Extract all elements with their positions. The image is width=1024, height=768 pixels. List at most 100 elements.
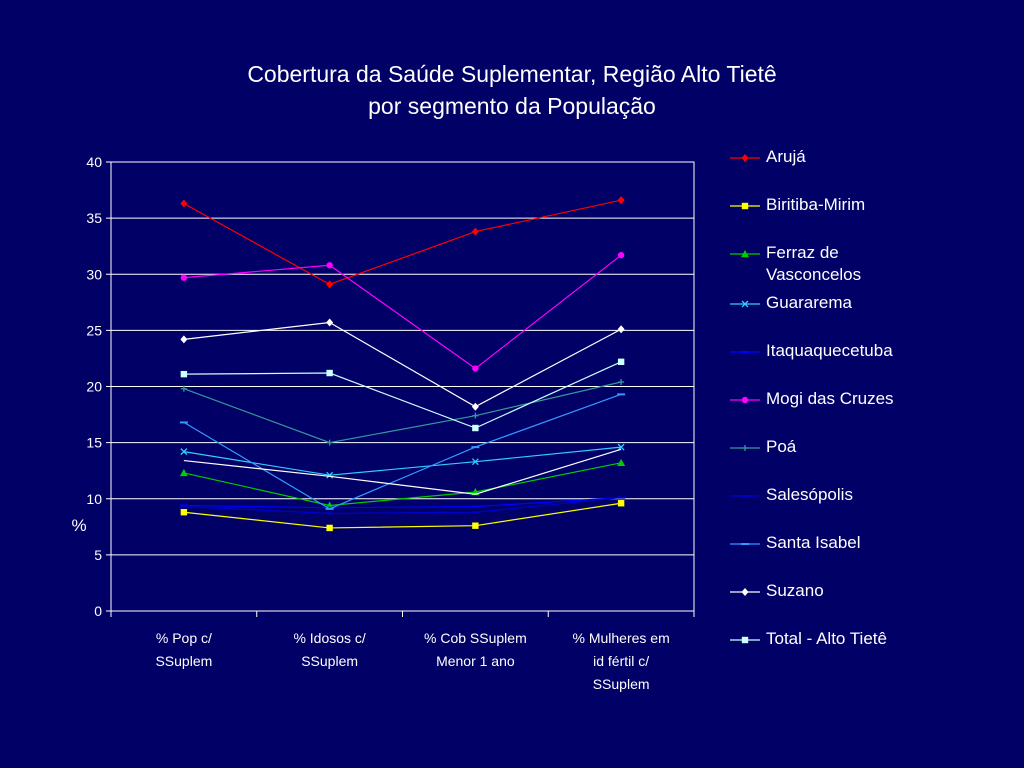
legend-label: Itaquaquecetuba <box>766 341 893 360</box>
x-tick-label: Menor 1 ano <box>436 653 515 669</box>
data-point <box>617 443 625 451</box>
legend-item: Santa Isabel <box>728 532 1018 556</box>
series-line <box>183 321 622 408</box>
data-point <box>617 358 625 366</box>
series-12 <box>183 448 622 495</box>
legend-swatch <box>730 543 760 545</box>
data-point <box>180 199 188 208</box>
y-tick-label: 0 <box>94 603 102 619</box>
series-1 <box>180 196 625 289</box>
series-line <box>183 446 622 476</box>
legend-label: Salesópolis <box>766 485 853 504</box>
legend-label: Suzano <box>766 581 824 600</box>
series-line <box>183 381 622 444</box>
data-point <box>471 227 479 236</box>
legend-label: Total - Alto Tietê <box>766 629 887 648</box>
data-point <box>180 335 188 344</box>
legend-swatch <box>730 154 760 162</box>
series-6 <box>180 251 625 372</box>
legend-swatch <box>730 300 760 308</box>
series-line <box>183 462 622 507</box>
legend-swatch <box>730 202 760 210</box>
legend-marker <box>741 300 749 308</box>
data-point <box>617 325 625 334</box>
series-7 <box>180 379 625 446</box>
data-point <box>180 385 187 392</box>
y-tick-label: 5 <box>94 547 102 563</box>
legend-item: Biritiba-Mirim <box>728 194 1018 218</box>
data-point <box>326 524 333 532</box>
legend-marker <box>741 636 749 644</box>
data-point <box>617 196 625 205</box>
series-line <box>183 497 622 514</box>
chart-title: Cobertura da Saúde Suplementar, Região A… <box>0 58 1024 122</box>
data-point <box>179 468 188 477</box>
legend-swatch <box>730 351 760 353</box>
series-4 <box>180 443 625 479</box>
legend-item: Itaquaquecetuba <box>728 340 1018 364</box>
y-tick-label: 10 <box>86 491 102 507</box>
series-line <box>183 361 622 429</box>
data-point <box>326 318 334 327</box>
legend-label: Santa Isabel <box>766 533 861 552</box>
legend-marker <box>742 445 748 451</box>
legend-label: Mogi das Cruzes <box>766 389 894 408</box>
data-point <box>472 424 479 432</box>
y-tick-label: 35 <box>86 210 102 226</box>
series-line <box>183 502 622 529</box>
data-point <box>180 370 188 378</box>
data-point <box>618 379 625 386</box>
data-point <box>472 365 479 372</box>
series-10 <box>180 318 625 411</box>
data-point <box>471 402 479 411</box>
series-line <box>183 254 622 370</box>
legend-label: Arujá <box>766 147 806 166</box>
y-tick-label: 25 <box>86 322 102 338</box>
data-point <box>326 369 333 377</box>
legend-label: Ferraz de Vasconcelos <box>766 243 862 284</box>
y-axis-label: % <box>71 516 86 535</box>
data-point <box>472 522 479 529</box>
legend-marker <box>741 250 749 258</box>
series-8 <box>179 496 626 515</box>
legend-label: Biritiba-Mirim <box>766 195 866 214</box>
data-point <box>180 448 188 456</box>
data-point <box>326 280 334 289</box>
data-point <box>180 274 188 281</box>
chart-title-line-1: Cobertura da Saúde Suplementar, Região A… <box>247 61 777 87</box>
legend-item: Guararema <box>728 292 1018 316</box>
series-11 <box>180 358 625 432</box>
legend-label: Guararema <box>766 293 852 312</box>
data-point <box>180 509 188 516</box>
legend-swatch <box>730 588 760 596</box>
x-tick-label: % Idosos c/ <box>293 630 365 646</box>
legend-item: Poá <box>728 436 1018 460</box>
x-tick-label: id fértil c/ <box>593 653 649 669</box>
legend-marker <box>741 202 749 210</box>
data-point <box>326 471 334 479</box>
legend-marker <box>741 154 749 162</box>
legend-swatch <box>730 445 760 451</box>
legend-swatch <box>730 495 760 497</box>
data-point <box>617 251 625 259</box>
legend-item: Total - Alto Tietê <box>728 628 1018 652</box>
data-point <box>617 500 625 507</box>
y-tick-label: 20 <box>86 379 102 395</box>
legend-swatch <box>730 396 760 404</box>
y-tick-label: 15 <box>86 435 102 451</box>
legend-item: Mogi das Cruzes <box>728 388 1018 412</box>
y-tick-label: 40 <box>86 154 102 170</box>
legend-label: Poá <box>766 437 797 456</box>
x-tick-label: % Cob SSuplem <box>424 630 527 646</box>
series-line <box>183 448 622 495</box>
legend-item: Ferraz de Vasconcelos <box>728 242 1018 284</box>
data-point <box>326 262 333 269</box>
series-line <box>183 393 622 510</box>
series-2 <box>180 500 625 532</box>
data-point <box>471 458 479 466</box>
x-tick-label: SSuplem <box>593 676 650 692</box>
legend-item: Arujá <box>728 146 1018 170</box>
y-tick-label: 30 <box>86 266 102 282</box>
legend-item: Salesópolis <box>728 484 1018 508</box>
